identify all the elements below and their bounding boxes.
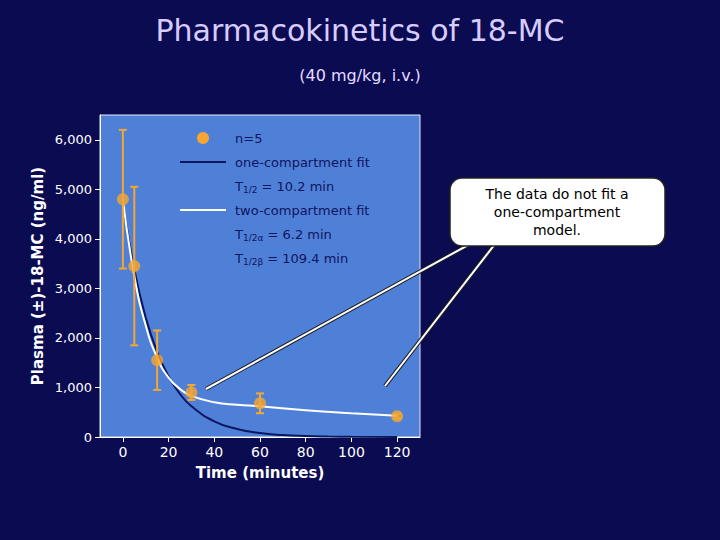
svg-text:1/2β: 1/2β [243, 257, 263, 267]
svg-text:model.: model. [533, 222, 581, 238]
svg-text:n=5: n=5 [235, 131, 262, 146]
svg-text:= 10.2 min: = 10.2 min [257, 179, 334, 194]
svg-text:60: 60 [251, 444, 269, 460]
svg-text:0: 0 [118, 444, 127, 460]
svg-text:Pharmacokinetics of 18-MC: Pharmacokinetics of 18-MC [156, 13, 565, 48]
svg-text:T: T [234, 251, 243, 266]
svg-text:Time (minutes): Time (minutes) [196, 464, 325, 482]
svg-text:one-compartment: one-compartment [494, 204, 621, 220]
svg-text:6,000: 6,000 [55, 132, 92, 147]
svg-text:1/2α: 1/2α [243, 233, 263, 243]
svg-text:two-compartment fit: two-compartment fit [235, 203, 369, 218]
svg-text:0: 0 [84, 430, 92, 445]
svg-text:4,000: 4,000 [55, 231, 92, 246]
svg-text:40: 40 [205, 444, 223, 460]
svg-text:= 6.2 min: = 6.2 min [263, 227, 331, 242]
svg-text:T: T [234, 179, 243, 194]
svg-text:one-compartment fit: one-compartment fit [235, 155, 370, 170]
svg-text:= 109.4 min: = 109.4 min [263, 251, 348, 266]
svg-text:1/2: 1/2 [243, 185, 257, 195]
svg-text:(40 mg/kg, i.v.): (40 mg/kg, i.v.) [299, 66, 421, 85]
svg-text:2,000: 2,000 [55, 330, 92, 345]
svg-text:5,000: 5,000 [55, 182, 92, 197]
svg-text:80: 80 [297, 444, 315, 460]
svg-text:100: 100 [338, 444, 365, 460]
svg-text:3,000: 3,000 [55, 281, 92, 296]
svg-text:T: T [234, 227, 243, 242]
svg-text:120: 120 [384, 444, 411, 460]
svg-text:1,000: 1,000 [55, 380, 92, 395]
svg-text:Plasma (±)-18-MC (ng/ml): Plasma (±)-18-MC (ng/ml) [29, 167, 47, 385]
svg-text:The data do not fit a: The data do not fit a [484, 186, 628, 202]
svg-text:20: 20 [160, 444, 178, 460]
